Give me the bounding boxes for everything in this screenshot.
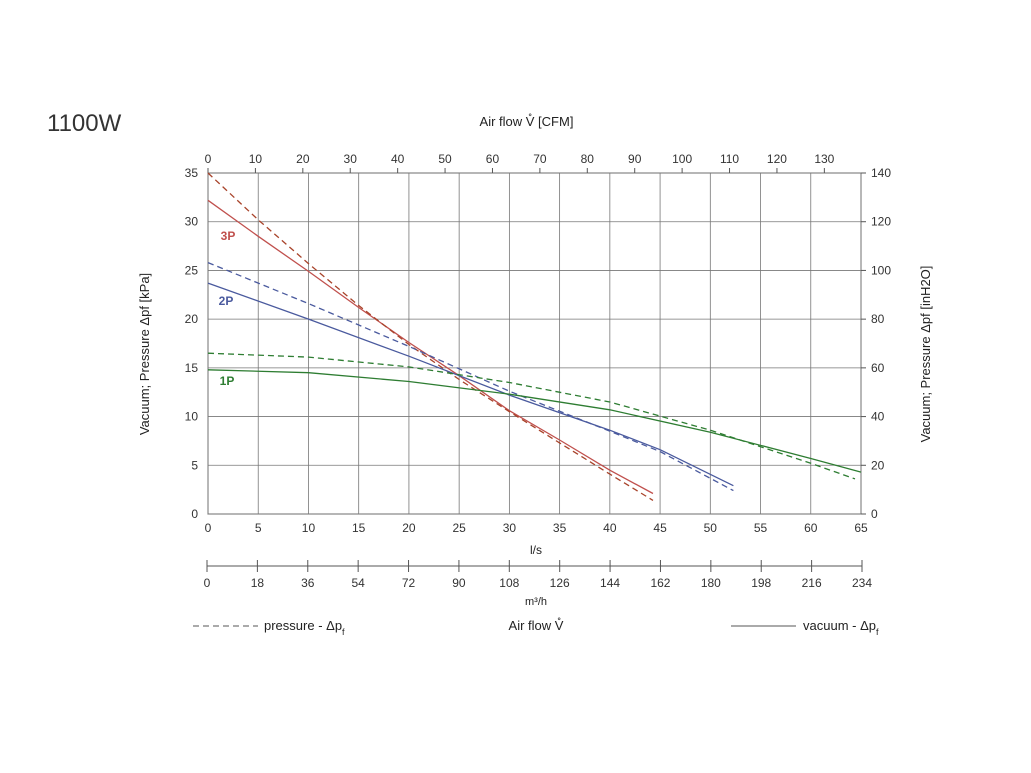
top-tick-label: 50 bbox=[438, 152, 452, 166]
x-tick-label: 20 bbox=[402, 521, 416, 535]
legend-vacuum-label: vacuum - Δpf bbox=[803, 618, 879, 637]
m3h-tick-label: 108 bbox=[499, 576, 519, 590]
x-axis-title: l/s bbox=[530, 543, 542, 557]
y-tick-label: 15 bbox=[185, 361, 199, 375]
series-line-1p-pressure bbox=[207, 352, 856, 480]
series-label-3p: 3P bbox=[221, 229, 236, 243]
y-axis-title: Vacuum; Pressure Δpf [kPa] bbox=[137, 273, 152, 435]
y-right-axis-title: Vacuum; Pressure Δpf [inH2O] bbox=[918, 266, 933, 443]
series-line-3p-pressure bbox=[207, 172, 654, 501]
m3h-tick-label: 72 bbox=[402, 576, 416, 590]
m3h-tick-label: 90 bbox=[452, 576, 466, 590]
x-tick-label: 45 bbox=[653, 521, 667, 535]
y-right-tick-label: 140 bbox=[871, 166, 891, 180]
series-line-2p-vacuum bbox=[207, 282, 734, 487]
x-tick-label: 25 bbox=[452, 521, 466, 535]
top-axis-title: Air flow V̊ [CFM] bbox=[480, 113, 574, 129]
top-tick-label: 40 bbox=[391, 152, 405, 166]
top-tick-label: 110 bbox=[720, 152, 739, 166]
y-tick-label: 20 bbox=[185, 312, 199, 326]
y-right-tick-label: 0 bbox=[871, 507, 878, 521]
x-tick-label: 40 bbox=[603, 521, 617, 535]
y-right-tick-label: 20 bbox=[871, 458, 885, 472]
top-tick-label: 60 bbox=[486, 152, 500, 166]
top-tick-label: 100 bbox=[672, 152, 692, 166]
m3h-axis-title: m³/h bbox=[525, 596, 547, 608]
m3h-tick-label: 54 bbox=[351, 576, 365, 590]
top-tick-label: 90 bbox=[628, 152, 642, 166]
x-tick-label: 10 bbox=[302, 521, 316, 535]
page-title: 1100W bbox=[47, 110, 122, 137]
y-tick-label: 0 bbox=[191, 507, 198, 521]
top-tick-label: 20 bbox=[296, 152, 310, 166]
series-lines bbox=[207, 172, 862, 501]
top-tick-label: 30 bbox=[344, 152, 358, 166]
m3h-tick-label: 0 bbox=[204, 576, 211, 590]
y-right-tick-label: 100 bbox=[871, 263, 891, 277]
y-right-tick-label: 80 bbox=[871, 312, 885, 326]
series-line-2p-pressure bbox=[207, 261, 734, 492]
m3h-tick-label: 198 bbox=[751, 576, 771, 590]
m3h-tick-label: 162 bbox=[650, 576, 670, 590]
y-right-tick-label: 120 bbox=[871, 215, 891, 229]
top-tick-label: 70 bbox=[533, 152, 547, 166]
plot-frame bbox=[207, 172, 862, 515]
m3h-tick-label: 18 bbox=[251, 576, 265, 590]
axis-labels: 0 5 10 15 20 25 30 35 40 45 50 55 60 6505101520253035… bbox=[137, 113, 933, 637]
legend-center-label: Air flow V̊ bbox=[509, 617, 564, 633]
top-tick-label: 80 bbox=[581, 152, 595, 166]
x-tick-label: 30 bbox=[503, 521, 517, 535]
y-tick-label: 5 bbox=[191, 458, 198, 472]
m3h-tick-label: 126 bbox=[550, 576, 570, 590]
m3h-tick-label: 36 bbox=[301, 576, 315, 590]
y-tick-label: 35 bbox=[185, 166, 199, 180]
y-tick-label: 30 bbox=[185, 215, 199, 229]
x-tick-label: 15 bbox=[352, 521, 366, 535]
top-tick-label: 120 bbox=[767, 152, 787, 166]
top-tick-label: 10 bbox=[249, 152, 263, 166]
x-tick-label: 35 bbox=[553, 521, 567, 535]
y-tick-label: 25 bbox=[185, 263, 199, 277]
y-right-tick-label: 40 bbox=[871, 410, 885, 424]
m3h-tick-label: 234 bbox=[852, 576, 872, 590]
series-label-2p: 2P bbox=[219, 294, 234, 308]
top-tick-label: 0 bbox=[205, 152, 212, 166]
x-tick-label: 60 bbox=[804, 521, 818, 535]
y-right-tick-label: 60 bbox=[871, 361, 885, 375]
grid bbox=[206, 168, 866, 572]
m3h-tick-label: 144 bbox=[600, 576, 620, 590]
x-tick-label: 50 bbox=[704, 521, 718, 535]
m3h-tick-label: 180 bbox=[701, 576, 721, 590]
top-tick-label: 130 bbox=[814, 152, 834, 166]
x-tick-label: 0 bbox=[205, 521, 212, 535]
x-tick-label: 55 bbox=[754, 521, 768, 535]
y-tick-label: 10 bbox=[185, 410, 199, 424]
series-line-3p-vacuum bbox=[207, 199, 654, 495]
legend-pressure-label: pressure - Δpf bbox=[264, 618, 345, 637]
series-label-1p: 1P bbox=[220, 374, 235, 388]
x-tick-label: 5 bbox=[255, 521, 262, 535]
series-line-1p-vacuum bbox=[207, 369, 862, 473]
x-tick-label: 65 bbox=[854, 521, 868, 535]
m3h-tick-label: 216 bbox=[802, 576, 822, 590]
